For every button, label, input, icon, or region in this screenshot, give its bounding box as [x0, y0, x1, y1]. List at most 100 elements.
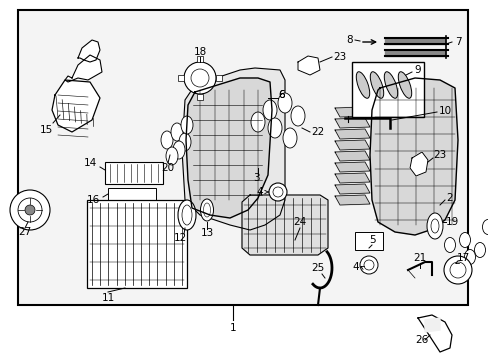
- Text: 19: 19: [445, 217, 458, 227]
- Text: 5: 5: [368, 235, 375, 245]
- Circle shape: [363, 260, 373, 270]
- Polygon shape: [384, 50, 444, 56]
- Bar: [197, 56, 203, 62]
- Circle shape: [359, 256, 377, 274]
- Ellipse shape: [161, 131, 173, 149]
- Ellipse shape: [398, 72, 411, 98]
- Text: 18: 18: [193, 47, 206, 57]
- Text: 1: 1: [229, 323, 236, 333]
- Ellipse shape: [171, 123, 183, 141]
- Ellipse shape: [369, 72, 383, 98]
- Text: 27: 27: [19, 227, 32, 237]
- Circle shape: [272, 187, 283, 197]
- Circle shape: [18, 198, 42, 222]
- Text: 23: 23: [432, 150, 446, 160]
- Polygon shape: [52, 80, 100, 132]
- Polygon shape: [185, 78, 271, 218]
- Text: 4: 4: [256, 187, 263, 197]
- Polygon shape: [424, 318, 439, 332]
- Polygon shape: [417, 315, 451, 352]
- Ellipse shape: [426, 213, 442, 239]
- Bar: [354, 232, 382, 250]
- Ellipse shape: [178, 200, 196, 230]
- Polygon shape: [334, 195, 369, 205]
- Polygon shape: [334, 184, 369, 194]
- Polygon shape: [334, 140, 369, 150]
- Ellipse shape: [200, 199, 213, 221]
- Text: 6: 6: [278, 90, 285, 100]
- Ellipse shape: [182, 205, 192, 225]
- Text: 16: 16: [86, 195, 100, 205]
- Ellipse shape: [250, 112, 264, 132]
- Ellipse shape: [165, 147, 178, 165]
- Polygon shape: [65, 55, 102, 82]
- Bar: [87, 200, 186, 288]
- Text: 25: 25: [311, 263, 324, 273]
- Bar: [18, 10, 467, 305]
- Circle shape: [10, 190, 50, 230]
- Circle shape: [268, 183, 286, 201]
- Ellipse shape: [473, 243, 485, 257]
- Polygon shape: [334, 162, 369, 172]
- Ellipse shape: [203, 203, 210, 217]
- Text: 21: 21: [412, 253, 426, 263]
- Text: 15: 15: [40, 125, 53, 135]
- Ellipse shape: [263, 100, 276, 120]
- Polygon shape: [78, 40, 100, 62]
- Polygon shape: [409, 152, 427, 176]
- Ellipse shape: [444, 238, 454, 252]
- Text: 23: 23: [333, 52, 346, 62]
- Polygon shape: [334, 129, 369, 139]
- Ellipse shape: [464, 249, 474, 265]
- Circle shape: [449, 262, 465, 278]
- Polygon shape: [334, 118, 369, 128]
- Circle shape: [25, 205, 35, 215]
- Text: 7: 7: [454, 37, 460, 47]
- Bar: [105, 162, 163, 184]
- Text: 9: 9: [414, 65, 421, 75]
- Text: 4: 4: [352, 262, 359, 272]
- Bar: [351, 62, 423, 117]
- Polygon shape: [334, 151, 369, 161]
- Polygon shape: [182, 68, 285, 230]
- Text: 14: 14: [83, 158, 97, 168]
- Bar: [216, 75, 222, 81]
- Circle shape: [191, 69, 208, 87]
- Polygon shape: [384, 38, 444, 44]
- Text: 3: 3: [252, 173, 259, 183]
- Text: 8: 8: [346, 35, 353, 45]
- Ellipse shape: [430, 219, 438, 233]
- Ellipse shape: [459, 233, 469, 248]
- Text: 24: 24: [293, 217, 306, 227]
- Text: 12: 12: [173, 233, 186, 243]
- Ellipse shape: [384, 72, 397, 98]
- Text: 26: 26: [414, 335, 428, 345]
- Polygon shape: [334, 107, 369, 117]
- Polygon shape: [334, 173, 369, 183]
- Text: 20: 20: [161, 163, 174, 173]
- Ellipse shape: [290, 106, 305, 126]
- Ellipse shape: [482, 220, 488, 234]
- Text: 11: 11: [101, 293, 114, 303]
- Text: 17: 17: [455, 253, 468, 263]
- Ellipse shape: [181, 116, 193, 134]
- Ellipse shape: [356, 72, 369, 98]
- Text: 2: 2: [446, 193, 452, 203]
- Text: 22: 22: [311, 127, 324, 137]
- Text: 13: 13: [200, 228, 213, 238]
- Bar: [108, 188, 156, 204]
- Polygon shape: [242, 195, 327, 255]
- Text: 10: 10: [438, 106, 450, 116]
- Circle shape: [183, 62, 216, 94]
- Text: 6: 6: [278, 90, 285, 100]
- Polygon shape: [369, 78, 457, 235]
- Ellipse shape: [278, 93, 291, 113]
- Ellipse shape: [179, 133, 191, 151]
- Bar: [178, 75, 183, 81]
- Ellipse shape: [267, 118, 282, 138]
- Polygon shape: [297, 56, 319, 75]
- Circle shape: [443, 256, 471, 284]
- Ellipse shape: [283, 128, 296, 148]
- Bar: [197, 94, 203, 100]
- Ellipse shape: [173, 141, 184, 159]
